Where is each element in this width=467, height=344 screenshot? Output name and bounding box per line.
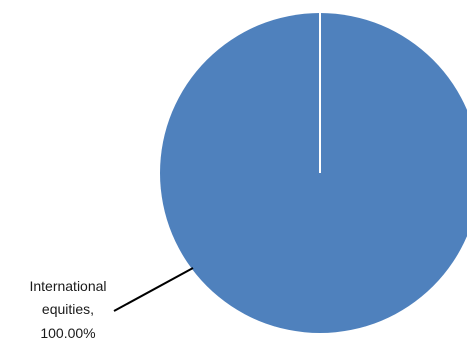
data-label-line-3: 100.00%	[40, 325, 95, 341]
data-label: International equities, 100.00%	[29, 278, 106, 341]
data-label-line-2: equities,	[42, 301, 94, 317]
data-label-line-1: International	[29, 278, 106, 294]
pie-slices	[160, 13, 467, 333]
data-label-leader-line	[113, 267, 194, 312]
pie-slice	[160, 13, 467, 333]
